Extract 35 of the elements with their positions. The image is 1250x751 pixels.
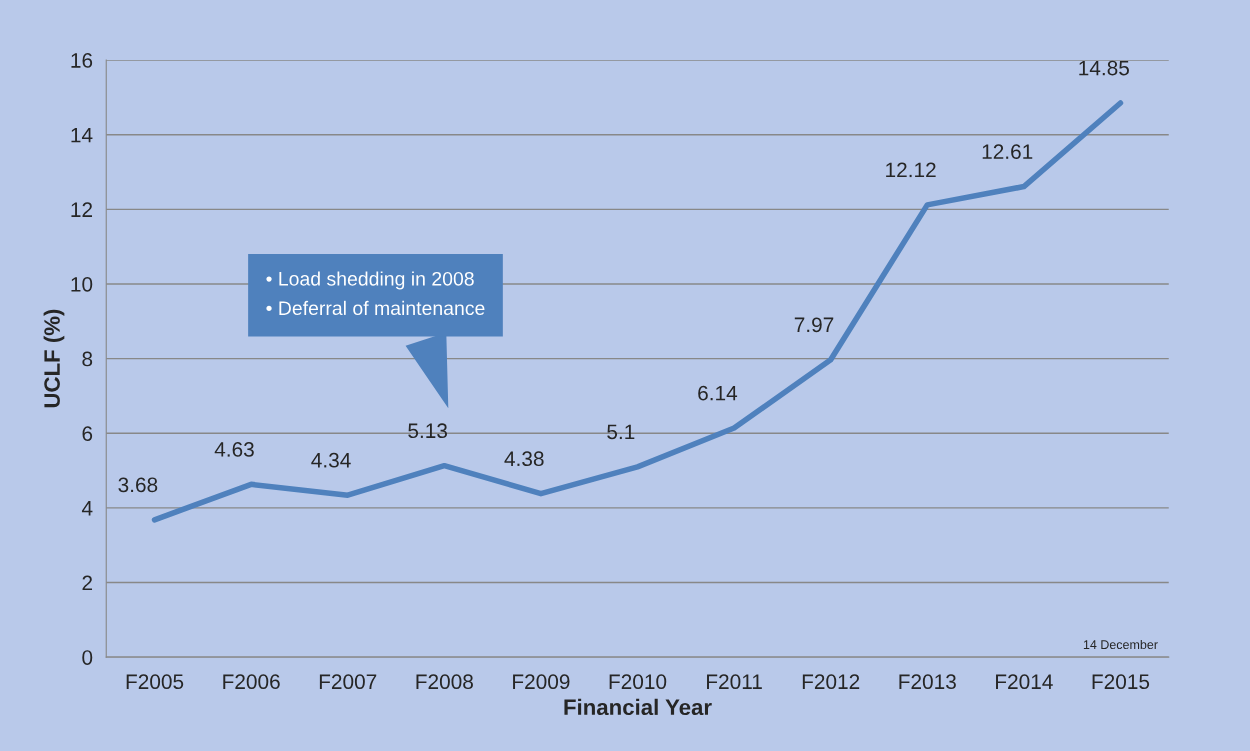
y-tick-label: 0	[82, 650, 93, 665]
x-tick-label: F2015	[1092, 674, 1150, 690]
x-tick-label: F2012	[802, 674, 860, 690]
x-tick-label: F2006	[223, 674, 280, 690]
x-tick-label: F2013	[899, 674, 956, 690]
x-tick-label: F2011	[707, 674, 762, 690]
y-tick-label: 2	[82, 575, 93, 591]
data-label: 12.12	[886, 162, 936, 178]
data-label: 5.1	[607, 424, 635, 440]
data-label: 12.61	[982, 144, 1033, 160]
annotation: • Load shedding in 2008 • Deferral of maintenance	[266, 271, 485, 316]
data-label: 4.34	[311, 452, 351, 468]
data-label: 7.97	[794, 317, 834, 333]
y-tick-label: 6	[82, 426, 93, 441]
y-tick-label: 16	[71, 53, 93, 68]
data-label: 14.85	[1079, 60, 1129, 76]
data-label: 4.38	[504, 451, 544, 467]
y-tick-label: 12	[71, 202, 93, 217]
data-label: 3.68	[118, 477, 158, 493]
x-tick-label: F2014	[996, 674, 1053, 690]
y-tick-label: 4	[81, 501, 93, 516]
x-tick-label: F2009	[513, 674, 570, 690]
y-tick-label: 8	[82, 351, 93, 367]
y-tick-label: 14	[71, 127, 93, 143]
annotation: 14 December	[1083, 639, 1158, 650]
x-axis-title: Financial Year	[564, 698, 712, 716]
y-tick-label: 10	[71, 276, 93, 292]
x-tick-label: F2008	[416, 674, 473, 690]
y-axis-title: UCLF (%)	[43, 309, 65, 408]
data-label: 4.63	[214, 442, 254, 457]
x-tick-label: F2010	[609, 674, 667, 690]
data-label: 6.14	[698, 385, 738, 401]
data-label: 5.13	[408, 423, 448, 439]
x-tick-label: F2007	[319, 674, 377, 690]
x-tick-label: F2005	[126, 674, 184, 690]
